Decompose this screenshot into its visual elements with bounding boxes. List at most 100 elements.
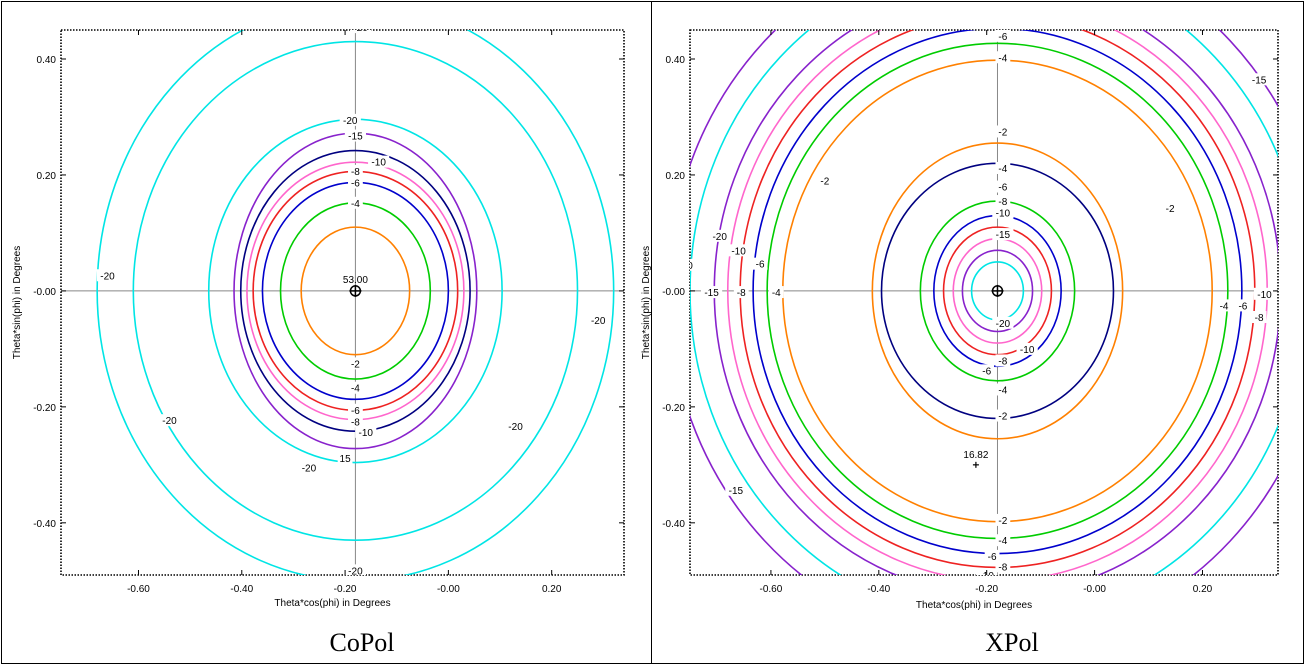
peak-value-label: 53.00 (343, 275, 368, 286)
contour-label: -6 (351, 178, 360, 189)
contour-label: -2 (998, 412, 1007, 423)
contour-label: -4 (998, 385, 1007, 396)
contour-label: -2 (351, 359, 360, 370)
contour-label: -4 (998, 53, 1007, 64)
contour-label-bg (725, 483, 747, 496)
contour-label-bg (709, 229, 731, 242)
contour-label-bg (984, 549, 1000, 562)
x-tick-label: 0.20 (542, 584, 562, 595)
contour-label-bg (344, 129, 367, 142)
y-tick-label: -0.20 (662, 403, 685, 414)
y-tick-label: 0.40 (37, 55, 57, 66)
contour-label: -15 (996, 230, 1011, 241)
contour-label-bg (348, 415, 363, 428)
contour-label: -20 (343, 116, 358, 127)
contour-label-bg (355, 425, 377, 438)
contour-label-bg (727, 244, 750, 257)
contour-label: -2 (820, 177, 829, 188)
contour-line (871, 142, 1124, 440)
contour-label-bg (348, 403, 363, 416)
contour-label: -4 (998, 536, 1007, 547)
contour-label: -6 (998, 32, 1007, 43)
contour-label-bg (96, 269, 119, 282)
contour-label: -15 (1252, 75, 1267, 86)
x-tick-label: -0.20 (975, 584, 998, 595)
contour-label: -6 (1238, 301, 1247, 312)
peak-value-label: 16.82 (963, 450, 988, 461)
contour-label: 15 (340, 454, 352, 465)
x-tick-label: -0.60 (127, 584, 150, 595)
x-tick-label: -0.60 (760, 584, 783, 595)
contour-label: -15 (704, 288, 719, 299)
contour-label-bg (995, 383, 1011, 396)
contour-label: -8 (351, 417, 360, 428)
contour-label: -4 (772, 288, 781, 299)
contour-label-bg (995, 409, 1011, 422)
xpol-panel: -6-4-2-4-6-8-10-15-2-2-15-20-10-6-15 -8 -4… (641, 29, 1279, 611)
contour-label: -8 (998, 197, 1007, 208)
plot-area (60, 29, 625, 576)
y-tick-label: 0.40 (666, 55, 686, 66)
contour-label-bg (158, 414, 181, 427)
contour-label: -8 (1255, 313, 1264, 324)
contour-label: -10 (731, 246, 746, 257)
contour-label: -20 (591, 316, 606, 327)
contour-label: -20 (712, 232, 727, 243)
y-tick-label: -0.00 (33, 287, 56, 298)
contour-label: -6 (351, 406, 360, 417)
y-tick-label: 0.20 (666, 171, 686, 182)
contour-label-bg (344, 564, 367, 575)
y-tick-label: -0.40 (662, 519, 685, 530)
contour-label-bg (298, 461, 320, 474)
contour-label: -10 (371, 158, 386, 169)
contour-label-bg (349, 30, 372, 34)
contour-label: -15 (348, 132, 363, 143)
contour-label-bg (995, 354, 1011, 367)
contour-label-bg (817, 174, 833, 187)
contour-label: -8 (998, 562, 1007, 573)
contour-label: -2 (998, 127, 1007, 138)
contour-label-bg (995, 560, 1011, 573)
contour-label-bg (348, 196, 363, 209)
y-tick-label: -0.40 (33, 519, 56, 530)
contour-label: -6 (982, 366, 991, 377)
contour-label-bg (768, 286, 784, 299)
y-tick-label: 0.20 (37, 171, 57, 182)
contour-label-bg (995, 125, 1011, 138)
x-axis-label: Theta*cos(phi) in Degrees (916, 600, 1032, 611)
contour-label: -10 (996, 209, 1011, 220)
contour-label-bg (992, 206, 1014, 219)
contour-label: -20 (162, 416, 177, 427)
contour-label-bg (992, 228, 1014, 241)
contour-label: -6 (988, 552, 997, 563)
x-tick-label: -0.20 (334, 584, 357, 595)
x-tick-label: -0.00 (437, 584, 460, 595)
contour-label-bg (348, 176, 363, 189)
contour-label: -20 (508, 422, 523, 433)
contour-label-bg (339, 113, 361, 126)
contour-label: -10 (1257, 290, 1272, 301)
contour-label-bg (995, 534, 1011, 547)
contour-label-bg (995, 180, 1011, 193)
contour-label-bg (700, 286, 723, 299)
y-axis-label: Theta*sin(phi) in Degrees (12, 246, 23, 359)
contour-label: -15 (729, 486, 744, 497)
contour-label-bg (995, 30, 1011, 42)
contour-label: -20 (348, 566, 363, 577)
plot-content: -6-4-2-4-6-8-10-15-2-2-15-20-10-6-15 -8 -4… (690, 30, 1278, 575)
contour-label-bg (348, 381, 363, 394)
contour-label: -4 (998, 164, 1007, 175)
contour-label: -20 (353, 23, 368, 34)
contour-label: -10 (359, 428, 374, 439)
contour-label: -2 (998, 516, 1007, 527)
contour-label-bg (348, 357, 363, 370)
contour-label: -20 (996, 319, 1011, 330)
y-axis-label: Theta*sin(phi) in Degrees (641, 246, 652, 359)
copol-caption: CoPol (329, 628, 395, 657)
contour-label-bg (995, 513, 1011, 526)
contour-line (961, 249, 1034, 333)
contour-label: -6 (998, 183, 1007, 194)
contour-label-bg (1253, 287, 1276, 300)
contour-label-bg (733, 286, 749, 299)
